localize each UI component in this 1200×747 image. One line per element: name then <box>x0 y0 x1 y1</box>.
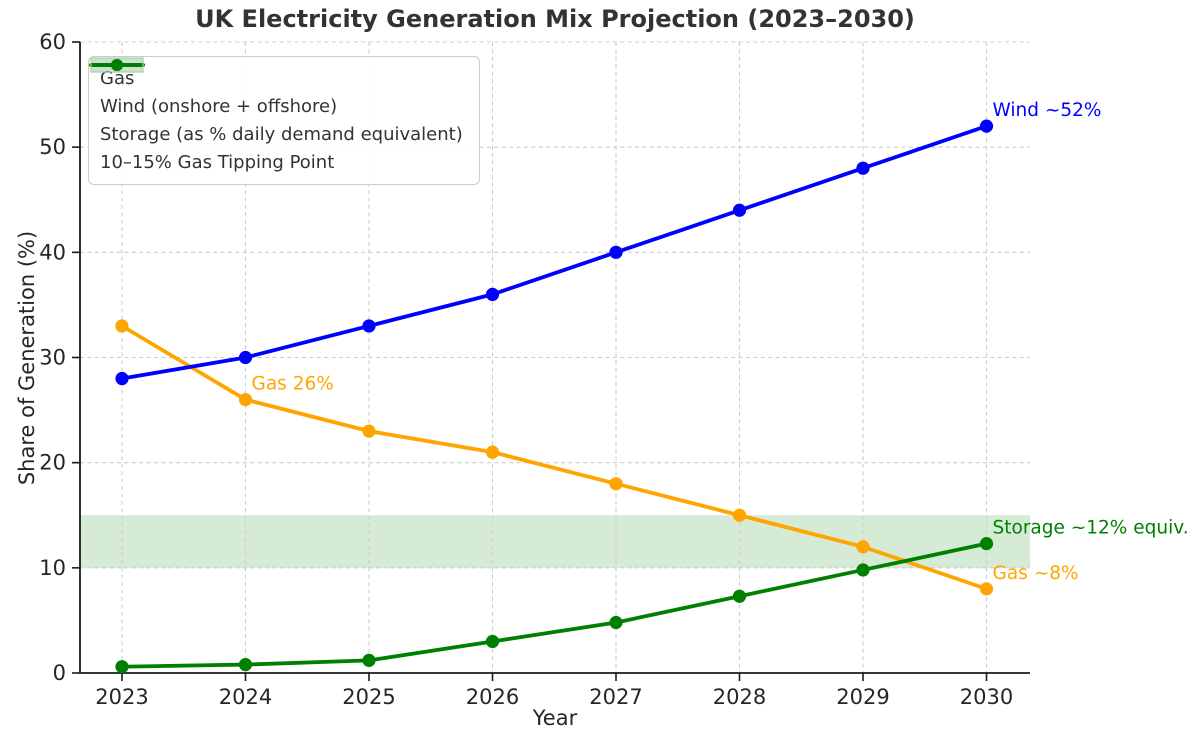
x-tick-label: 2027 <box>589 685 642 709</box>
storage-marker <box>609 615 623 630</box>
storage-marker <box>485 634 500 649</box>
chart-title: UK Electricity Generation Mix Projection… <box>195 5 915 33</box>
gas-marker <box>485 445 500 459</box>
x-axis-label: Year <box>532 706 578 730</box>
wind-marker <box>732 203 747 217</box>
storage-marker <box>732 589 747 603</box>
x-tick-label: 2028 <box>713 685 766 709</box>
legend-item-wind: Wind (onshore + offshore) <box>89 59 463 119</box>
wind-marker <box>362 319 376 333</box>
wind-marker <box>115 371 129 386</box>
x-tick-label: 2025 <box>342 685 395 709</box>
legend-item-gas: Gas <box>89 59 463 91</box>
gas-marker <box>979 582 994 596</box>
x-tick-label: 2024 <box>219 685 272 709</box>
x-tick-label: 2026 <box>466 685 519 709</box>
y-tick-label: 40 <box>39 240 66 264</box>
y-tick-label: 30 <box>39 346 66 370</box>
wind-marker <box>238 350 253 365</box>
gas-annotation: Gas 26% <box>252 374 334 395</box>
gas-marker <box>362 424 376 438</box>
gas-tipping-band <box>80 515 1030 568</box>
legend-item-storage: Storage (as % daily demand equivalent) <box>89 59 463 147</box>
y-tick-label: 0 <box>53 661 66 685</box>
storage-marker <box>362 653 376 667</box>
x-tick-label: 2030 <box>960 685 1013 709</box>
legend-label: Gas <box>100 68 135 89</box>
legend: Gas Wind (onshore + offshore) Storage (as … <box>88 56 480 185</box>
gas-marker <box>238 392 253 407</box>
wind-marker <box>609 245 623 259</box>
storage-marker <box>979 537 994 551</box>
wind-annotation: Wind ~52% <box>993 100 1102 121</box>
storage-legend-swatch <box>89 59 145 71</box>
legend-marker <box>111 59 123 71</box>
wind-marker <box>979 119 994 133</box>
storage-marker <box>238 657 253 672</box>
wind-line <box>120 124 989 381</box>
legend-label: 10–15% Gas Tipping Point <box>100 152 335 173</box>
storage-marker <box>856 563 870 577</box>
y-tick-label: 10 <box>39 556 66 580</box>
legend-label: Wind (onshore + offshore) <box>100 96 338 117</box>
band-legend-swatch <box>90 57 144 73</box>
legend-band-rect <box>90 57 144 73</box>
storage-line <box>120 541 989 669</box>
y-tick-label: 60 <box>39 30 66 54</box>
gas-marker <box>609 477 623 491</box>
x-tick-label: 2023 <box>95 685 148 709</box>
wind-marker <box>485 287 500 301</box>
wind-marker <box>856 161 870 175</box>
x-tick-label: 2029 <box>836 685 889 709</box>
storage-marker <box>115 660 129 674</box>
legend-label: Storage (as % daily demand equivalent) <box>100 124 463 145</box>
y-tick-label: 50 <box>39 135 66 159</box>
gas-marker <box>732 508 747 522</box>
gas-line <box>120 324 989 591</box>
legend-item-tipping-band: 10–15% Gas Tipping Point <box>90 57 463 175</box>
storage-annotation: Storage ~12% equiv. <box>993 518 1189 539</box>
gas-marker <box>856 540 870 554</box>
y-tick-label: 20 <box>39 451 66 475</box>
gas-annotation: Gas ~8% <box>993 563 1079 584</box>
gas-marker <box>115 319 129 333</box>
